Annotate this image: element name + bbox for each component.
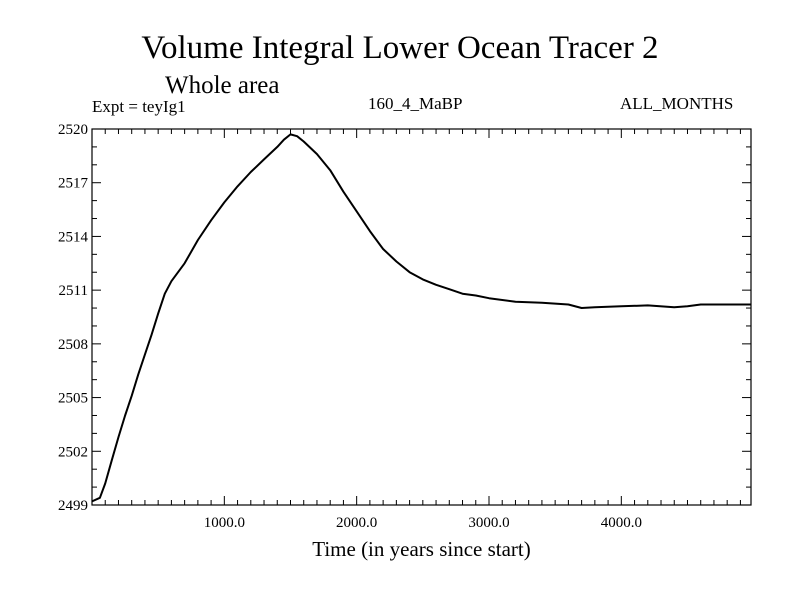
x-tick-label: 2000.0	[336, 515, 377, 531]
x-tick-label: 3000.0	[468, 515, 509, 531]
series-line	[91, 133, 751, 503]
x-axis-label: Time (in years since start)	[312, 537, 531, 561]
y-tick-label: 2502	[58, 444, 88, 460]
y-tick-label: 2514	[58, 229, 89, 245]
y-tick-label: 2499	[58, 498, 88, 514]
period-label: 160_4_MaBP	[368, 94, 463, 113]
x-tick-label: 1000.0	[204, 515, 245, 531]
axis-ticks	[92, 129, 751, 505]
x-tick-label: 4000.0	[601, 515, 642, 531]
y-tick-label: 2517	[58, 176, 89, 192]
y-tick-label: 2508	[58, 337, 88, 353]
y-tick-label: 2505	[58, 391, 88, 407]
y-tick-label: 2520	[58, 122, 88, 138]
series-layer	[91, 133, 751, 503]
plot-area-frame	[91, 128, 752, 506]
chart-title: Volume Integral Lower Ocean Tracer 2	[141, 30, 659, 66]
y-tick-label: 2511	[59, 283, 88, 299]
y-tick-labels: 2499 2502 2505 2508 2511 2514 2517 2520	[58, 122, 89, 514]
chart-subtitle: Whole area	[165, 72, 280, 99]
months-label: ALL_MONTHS	[620, 94, 734, 113]
x-tick-labels: 1000.0 2000.0 3000.0 4000.0	[204, 515, 642, 531]
experiment-label: Expt = teyIg1	[92, 97, 186, 116]
